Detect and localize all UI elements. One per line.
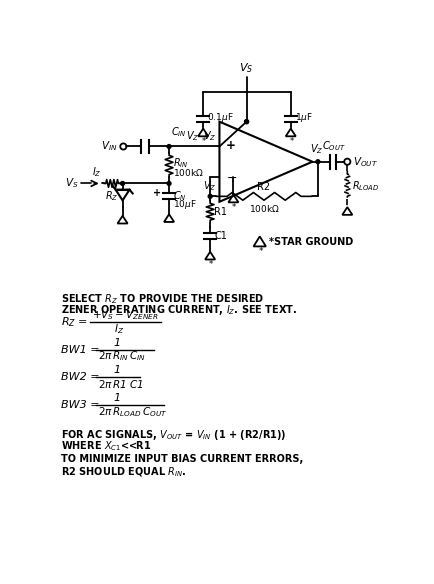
Circle shape (120, 182, 124, 185)
Text: 100k$\Omega$: 100k$\Omega$ (173, 167, 203, 178)
Text: *: * (208, 260, 213, 269)
Text: $V_Z$: $V_Z$ (309, 142, 322, 155)
Text: *: * (231, 203, 236, 212)
Text: *: * (289, 137, 293, 146)
Text: $R_{LOAD}$: $R_{LOAD}$ (351, 179, 378, 193)
Text: FOR AC SIGNALS, $V_{OUT}$ = $V_{IN}$ (1 + (R2/R1)): FOR AC SIGNALS, $V_{OUT}$ = $V_{IN}$ (1 … (60, 428, 286, 442)
Text: BW3 =: BW3 = (60, 400, 99, 410)
Circle shape (244, 120, 248, 124)
Text: BW1 =: BW1 = (60, 345, 99, 354)
Text: +: + (225, 139, 235, 152)
Circle shape (208, 194, 212, 199)
Text: WHERE $X_{C1}$<<R1: WHERE $X_{C1}$<<R1 (60, 439, 151, 453)
Circle shape (244, 120, 248, 124)
Text: *: * (201, 137, 206, 146)
Text: $2\pi\,R_{IN}\,C_{IN}$: $2\pi\,R_{IN}\,C_{IN}$ (98, 350, 145, 363)
Text: $V_S$: $V_S$ (239, 62, 253, 75)
Text: $V_Z$: $V_Z$ (203, 179, 216, 193)
Text: R1: R1 (214, 207, 227, 217)
Text: $C_{OUT}$: $C_{OUT}$ (321, 140, 345, 153)
Text: $+V_S - V_{ZENER}$: $+V_S - V_{ZENER}$ (92, 308, 158, 322)
Text: ZENER OPERATING CURRENT, $I_Z$. SEE TEXT.: ZENER OPERATING CURRENT, $I_Z$. SEE TEXT… (60, 303, 296, 317)
Text: 1$\mu$F: 1$\mu$F (294, 112, 312, 124)
Text: $V_Z$: $V_Z$ (203, 129, 216, 142)
Text: 1: 1 (113, 338, 120, 347)
Text: $V_{IN}$: $V_{IN}$ (101, 140, 118, 154)
Text: $2\pi\,$R1 C1: $2\pi\,$R1 C1 (98, 378, 143, 390)
Text: BW2 =: BW2 = (60, 373, 99, 383)
Text: $V_S$: $V_S$ (65, 176, 78, 190)
Text: $I_Z$: $I_Z$ (92, 165, 102, 179)
Text: 1: 1 (113, 393, 120, 403)
Text: $C_{IN}$: $C_{IN}$ (170, 125, 186, 139)
Text: $V_{OUT}$: $V_{OUT}$ (352, 155, 377, 169)
Text: $-$: $-$ (225, 171, 236, 184)
Text: $R_Z$ =: $R_Z$ = (60, 315, 87, 329)
Circle shape (167, 182, 171, 185)
Text: TO MINIMIZE INPUT BIAS CURRENT ERRORS,: TO MINIMIZE INPUT BIAS CURRENT ERRORS, (60, 454, 302, 464)
Text: $R_Z$: $R_Z$ (105, 189, 118, 203)
Circle shape (167, 145, 171, 148)
Text: *: * (258, 247, 262, 256)
Text: R2 SHOULD EQUAL $R_{IN}$.: R2 SHOULD EQUAL $R_{IN}$. (60, 465, 186, 479)
Text: C1: C1 (214, 231, 227, 241)
Text: 1: 1 (113, 366, 120, 376)
Text: $V_Z$: $V_Z$ (185, 129, 199, 142)
Text: SELECT $R_Z$ TO PROVIDE THE DESIRED: SELECT $R_Z$ TO PROVIDE THE DESIRED (60, 293, 263, 307)
Text: 10$\mu$F: 10$\mu$F (173, 198, 196, 211)
Text: *STAR GROUND: *STAR GROUND (269, 237, 352, 247)
Text: R2: R2 (257, 182, 270, 192)
Circle shape (315, 160, 319, 164)
Text: 100k$\Omega$: 100k$\Omega$ (248, 203, 279, 214)
Text: 0.1$\mu$F: 0.1$\mu$F (207, 112, 233, 124)
Text: $I_Z$: $I_Z$ (113, 322, 124, 336)
Text: +: + (153, 189, 161, 199)
Text: $C_N$: $C_N$ (173, 189, 186, 203)
Text: $2\pi\,R_{LOAD}\,C_{OUT}$: $2\pi\,R_{LOAD}\,C_{OUT}$ (98, 405, 167, 419)
Text: $R_{IN}$: $R_{IN}$ (173, 157, 188, 171)
